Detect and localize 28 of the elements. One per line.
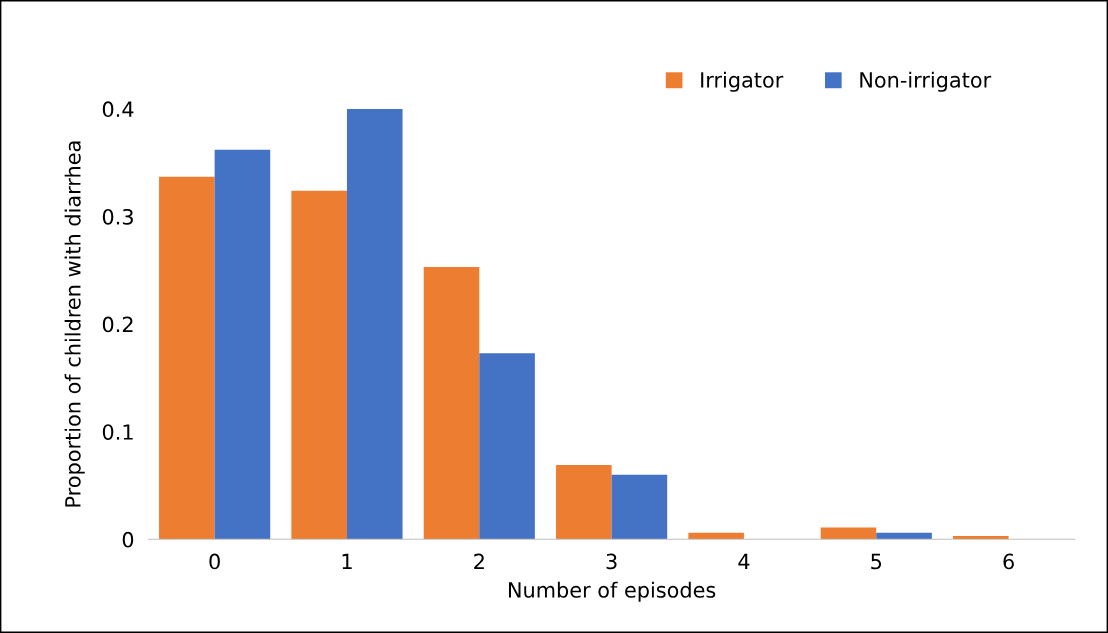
bar <box>953 536 1009 540</box>
bar <box>688 532 744 540</box>
bar <box>611 474 668 540</box>
bar <box>820 527 877 540</box>
x-tick-label: 4 <box>738 553 750 570</box>
y-tick-label: 0.3 <box>102 208 133 225</box>
x-tick-label: 2 <box>474 553 484 570</box>
x-axis-title: Number of episodes <box>508 581 716 602</box>
y-tick-label: 0.1 <box>102 424 133 440</box>
y-axis-title: Proportion of children with diarrhea <box>64 141 85 507</box>
y-tick-label: 0 <box>122 531 134 548</box>
bar <box>556 465 612 540</box>
bar <box>214 149 271 540</box>
x-tick-label: 3 <box>606 553 617 570</box>
x-tick-label: 0 <box>209 553 220 570</box>
x-tick-label: 5 <box>871 553 882 570</box>
bar <box>479 353 535 540</box>
bar <box>291 190 347 540</box>
bar <box>423 267 480 540</box>
bar <box>876 532 932 540</box>
y-tick-label: 0.2 <box>102 316 133 333</box>
legend-label: Non-irrigator <box>860 71 992 92</box>
y-tick-label: 0.4 <box>102 101 134 118</box>
bar <box>159 176 215 540</box>
bar <box>346 108 403 540</box>
x-tick-label: 1 <box>342 553 352 570</box>
x-tick-label: 6 <box>1003 553 1014 570</box>
legend-label: Irrigator <box>701 71 784 92</box>
